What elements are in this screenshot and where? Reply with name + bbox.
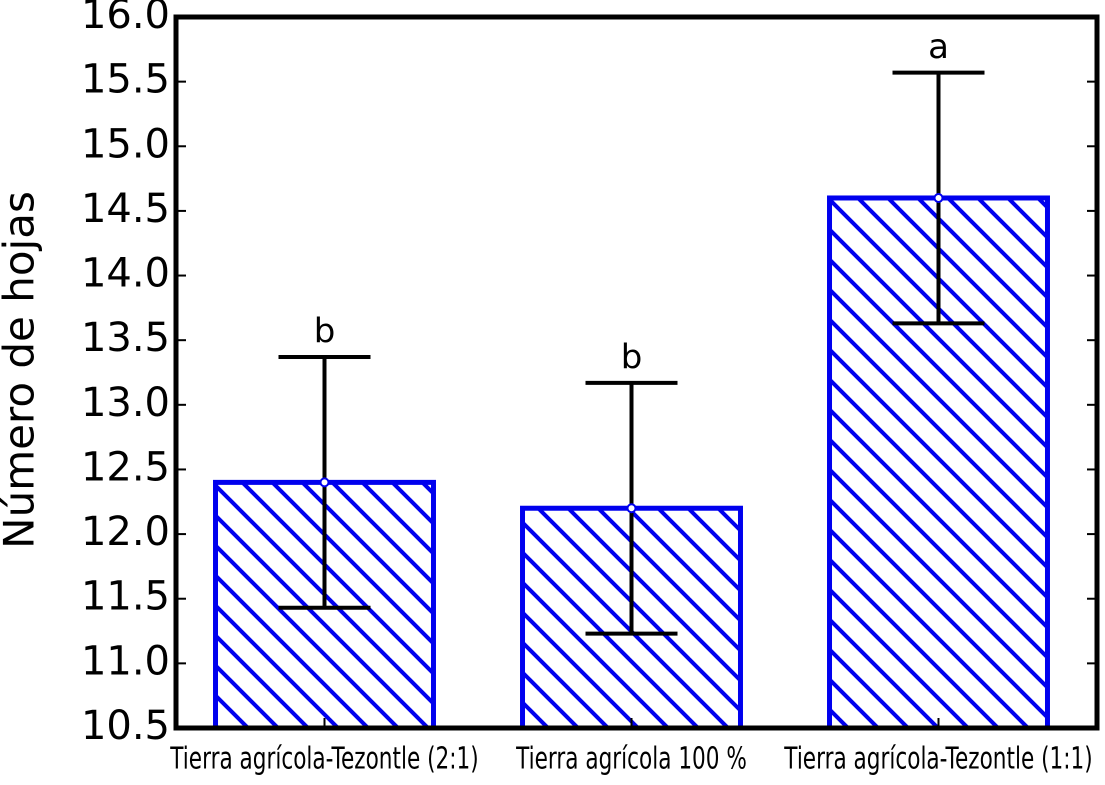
y-tick-label: 10.5 [81, 703, 170, 749]
y-tick-label: 16.0 [81, 0, 170, 38]
y-tick-label: 13.5 [81, 315, 170, 361]
mean-marker [319, 477, 330, 488]
mean-marker [626, 503, 637, 514]
y-tick-label: 11.0 [81, 638, 170, 684]
annotation: a [928, 27, 949, 67]
x-tick-label: Tierra agrícola 100 % [515, 742, 747, 776]
y-tick-label: 12.0 [81, 509, 170, 555]
y-axis-label: Número de hojas [0, 191, 44, 549]
y-tick-label: 15.5 [81, 57, 170, 103]
x-tick-label: Tierra agrícola-Tezontle (2:1) [169, 742, 478, 776]
y-tick-label: 13.0 [81, 380, 170, 426]
y-tick-label: 11.5 [81, 574, 170, 620]
y-tick-label: 15.0 [81, 121, 170, 167]
annotation: b [621, 337, 643, 377]
plot-frame [173, 14, 1100, 731]
x-tick-label: Tierra agrícola-Tezontle (1:1) [783, 742, 1092, 776]
y-tick-label: 14.5 [81, 186, 170, 232]
y-tick-label: 12.5 [81, 444, 170, 490]
annotation: b [314, 311, 336, 351]
mean-marker [933, 192, 944, 203]
y-tick-label: 14.0 [81, 251, 170, 297]
